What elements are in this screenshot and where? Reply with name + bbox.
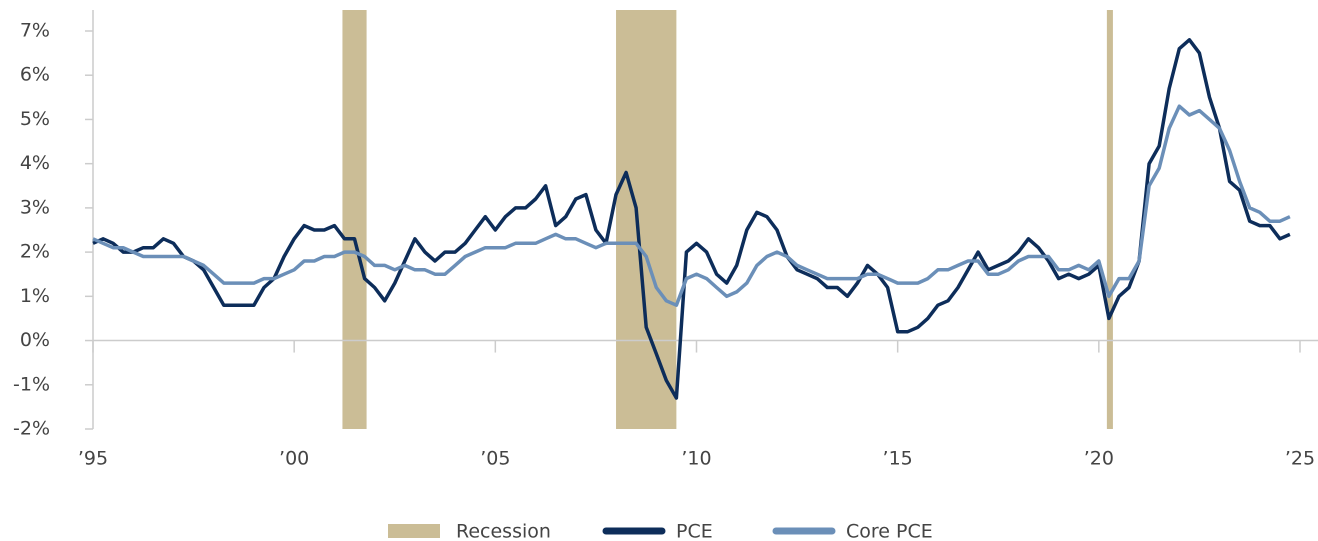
recession-band <box>1106 10 1113 429</box>
recession-band <box>342 10 367 429</box>
y-tick-label: 4% <box>20 152 50 174</box>
x-tick-label: ’10 <box>681 448 711 470</box>
legend-label: Recession <box>456 521 551 541</box>
series-line <box>92 104 1291 307</box>
y-tick-label: 3% <box>20 196 50 218</box>
y-tick-label: 7% <box>20 20 50 42</box>
x-tick-label: ’00 <box>279 448 309 470</box>
y-tick-label: 2% <box>20 241 50 263</box>
y-tick-label: 6% <box>20 64 50 86</box>
y-tick-label: 1% <box>20 285 50 307</box>
legend-swatch <box>388 524 440 538</box>
y-tick-label: 5% <box>20 108 50 130</box>
x-tick-label: ’25 <box>1285 448 1315 470</box>
y-tick-label: 0% <box>20 329 50 351</box>
x-tick-label: ’05 <box>480 448 510 470</box>
series-line <box>92 38 1291 400</box>
y-tick-label: -1% <box>13 373 50 395</box>
x-tick-label: ’20 <box>1084 448 1114 470</box>
y-tick-label: -2% <box>13 418 50 440</box>
legend-label: Core PCE <box>846 521 933 541</box>
legend-label: PCE <box>676 521 713 541</box>
x-tick-label: ’95 <box>78 448 108 470</box>
recession-band <box>616 10 677 429</box>
x-tick-label: ’15 <box>883 448 913 470</box>
